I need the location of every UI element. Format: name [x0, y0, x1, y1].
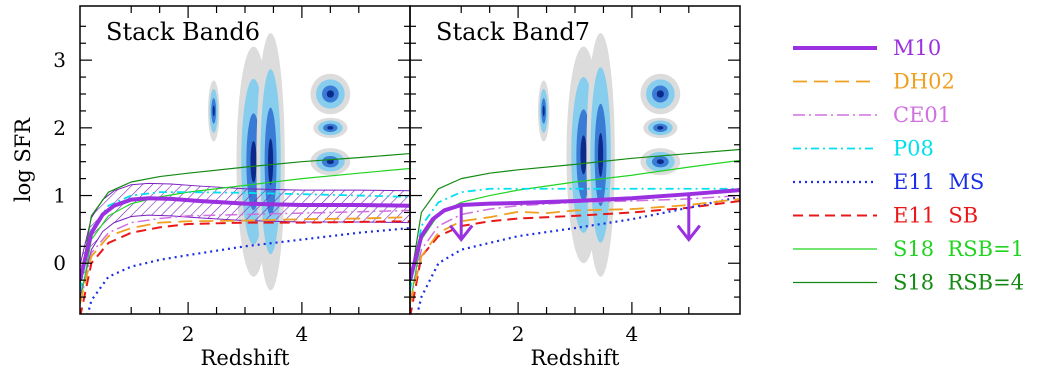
legend: M10 DH02 CE01 P08 E11 MS E11 SB S18 RSB=1 S18 R…: [793, 36, 1024, 295]
panel-title-band7: Stack Band7: [436, 18, 590, 46]
legend-label: E11 SB: [893, 204, 978, 228]
series-line-m10: [410, 188, 740, 281]
contour-region: [326, 90, 334, 98]
x-tick-label: 4: [296, 322, 309, 346]
legend-label: P08: [893, 137, 934, 161]
series-line-ce01: [80, 209, 410, 305]
contour-region: [657, 126, 664, 130]
panel-title-band6: Stack Band6: [106, 18, 260, 46]
y-tick-label: 0: [53, 251, 66, 275]
legend-label: E11 MS: [893, 170, 984, 194]
upper-limit-arrowhead: [676, 224, 701, 242]
series-line-s18-rsb-4: [80, 152, 410, 284]
contour-region: [326, 159, 334, 165]
contour-region: [580, 135, 587, 175]
series-lines: [410, 148, 740, 314]
series-line-ce01: [410, 194, 740, 305]
series-line-e11-sb: [410, 199, 740, 314]
contour-region: [656, 159, 664, 165]
contour-region: [250, 140, 257, 183]
y-tick-label: 2: [53, 116, 66, 140]
series-lines: [80, 152, 410, 314]
legend-label: CE01: [893, 103, 951, 127]
panel-band6: 2 4 0 1 2 3 Stack Band6 Redshift log SFR: [11, 5, 411, 370]
series-line-e11-sb: [80, 220, 410, 314]
y-tick-label: 3: [53, 48, 66, 72]
x-tick-label: 2: [182, 322, 195, 346]
contour-region: [327, 126, 334, 130]
contour-region: [268, 138, 274, 185]
contour-layer: [208, 33, 351, 291]
contour-region: [656, 90, 664, 98]
series-line-e11-ms: [86, 226, 410, 314]
legend-label: DH02: [893, 70, 955, 94]
series-line-m10: [80, 196, 410, 281]
x-tick-label: 4: [626, 322, 639, 346]
x-tick-label: 2: [512, 322, 525, 346]
series-line-p08: [410, 187, 740, 291]
contour-region: [598, 132, 604, 177]
series-line-s18-rsb-4: [410, 148, 740, 284]
m10-uncertainty-band: [80, 182, 410, 298]
y-axis-title: log SFR: [11, 117, 35, 202]
contour-layer: [538, 33, 681, 277]
contour-region: [542, 105, 545, 117]
upper-limit-arrows: [449, 195, 701, 242]
series-line-dh02: [80, 216, 410, 305]
y-tick-label: 1: [53, 184, 66, 208]
upper-limit-arrowhead: [449, 224, 474, 242]
legend-label: S18 RSB=1: [893, 237, 1024, 261]
series-line-dh02: [410, 198, 740, 305]
series-line-s18-rsb-1: [80, 167, 410, 304]
contour-region: [212, 105, 215, 117]
x-axis-title: Redshift: [201, 346, 290, 370]
shaded-band: [80, 182, 410, 298]
x-axis-title: Redshift: [531, 346, 620, 370]
axes: 2 4 0 1 2 3: [53, 5, 411, 346]
series-line-e11-ms: [416, 195, 740, 314]
legend-label: M10: [893, 36, 941, 60]
legend-label: S18 RSB=4: [893, 271, 1024, 295]
